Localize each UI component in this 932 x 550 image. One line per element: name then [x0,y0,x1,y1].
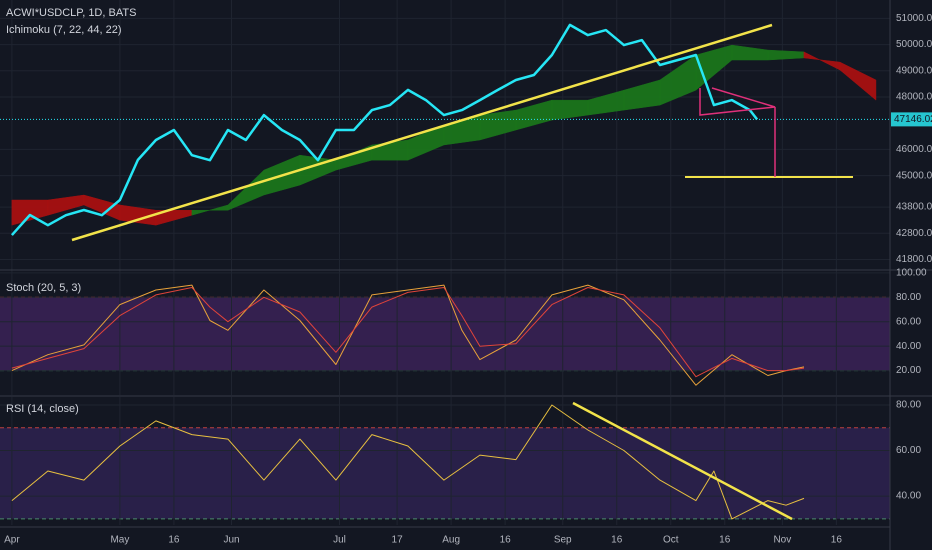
x-tick-label: 17 [392,535,404,546]
x-tick-label: Sep [554,535,572,546]
y-tick-label: 42800.00 [896,228,932,239]
x-tick-label: 16 [831,535,843,546]
y-tick-label: 50000.00 [896,39,932,50]
indicator-title: RSI (14, close) [6,403,79,415]
x-tick-label: Oct [663,535,679,546]
rsi-trend-line [572,401,793,521]
x-tick-label: 16 [500,535,512,546]
y-tick-label: 60.00 [896,445,921,456]
x-tick-label: 16 [168,535,180,546]
y-tick-label: 49000.00 [896,65,932,76]
y-tick-label: 45000.00 [896,170,932,181]
y-tick-label: 46000.00 [896,144,932,155]
series-line [11,404,805,520]
y-tick-label: 60.00 [896,316,921,327]
y-tick-label: 40.00 [896,491,921,502]
series-line [11,287,805,378]
y-tick-label: 80.00 [896,400,921,411]
x-tick-label: Apr [4,535,20,546]
series-line [11,284,805,386]
y-tick-label: 51000.00 [896,13,932,24]
symbol-title: ACWI*USDCLP, 1D, BATS [6,7,136,19]
x-tick-label: Jun [223,535,239,546]
band-fill [0,427,890,519]
band-fill [0,297,890,371]
x-tick-label: 16 [611,535,623,546]
x-tick-label: Aug [442,535,460,546]
last-price-label: 47146.02 [894,114,932,125]
x-tick-label: Jul [333,535,346,546]
y-tick-label: 20.00 [896,365,921,376]
y-tick-label: 48000.00 [896,92,932,103]
trend-line [71,23,773,242]
last-price-badge [891,112,932,127]
cloud-segment [839,61,877,101]
y-tick-label: 100.00 [896,268,927,279]
series-line [10,23,759,236]
y-tick-label: 40.00 [896,341,921,352]
y-tick-label: 80.00 [896,292,921,303]
indicator-title: Stoch (20, 5, 3) [6,282,81,294]
indicator-title: Ichimoku (7, 22, 44, 22) [6,24,122,36]
x-tick-label: 16 [719,535,731,546]
x-tick-label: Nov [773,535,791,546]
x-tick-label: May [110,535,129,546]
plot-layer [0,0,890,525]
y-tick-label: 41800.00 [896,254,932,265]
triangle-pattern [699,87,776,116]
y-tick-label: 43800.00 [896,202,932,213]
